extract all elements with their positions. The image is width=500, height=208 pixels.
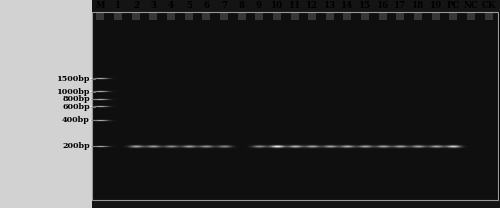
- Text: 7: 7: [221, 1, 227, 10]
- Text: 11: 11: [289, 1, 301, 10]
- Text: 18: 18: [412, 1, 424, 10]
- Text: CK: CK: [482, 1, 496, 10]
- Text: 3: 3: [150, 1, 156, 10]
- Text: 1500bp: 1500bp: [56, 75, 90, 83]
- Text: 16: 16: [377, 1, 389, 10]
- Text: 4: 4: [168, 1, 174, 10]
- Text: NC: NC: [464, 1, 478, 10]
- Text: 13: 13: [324, 1, 336, 10]
- Text: 10: 10: [271, 1, 283, 10]
- Text: 800bp: 800bp: [62, 95, 90, 103]
- Text: 1: 1: [115, 1, 121, 10]
- Text: 6: 6: [203, 1, 209, 10]
- Text: 15: 15: [359, 1, 371, 10]
- Text: 1000bp: 1000bp: [56, 88, 90, 96]
- Text: 12: 12: [306, 1, 318, 10]
- Text: 400bp: 400bp: [62, 116, 90, 124]
- Text: 600bp: 600bp: [62, 103, 90, 111]
- Text: 14: 14: [341, 1, 353, 10]
- Text: PC: PC: [446, 1, 460, 10]
- Bar: [92, 12, 498, 200]
- Text: 19: 19: [430, 1, 442, 10]
- Text: 17: 17: [394, 1, 406, 10]
- Text: 200bp: 200bp: [62, 142, 90, 150]
- Text: M: M: [95, 1, 105, 10]
- Text: 5: 5: [186, 1, 192, 10]
- Text: 9: 9: [256, 1, 262, 10]
- Text: 8: 8: [239, 1, 245, 10]
- Text: 2: 2: [133, 1, 139, 10]
